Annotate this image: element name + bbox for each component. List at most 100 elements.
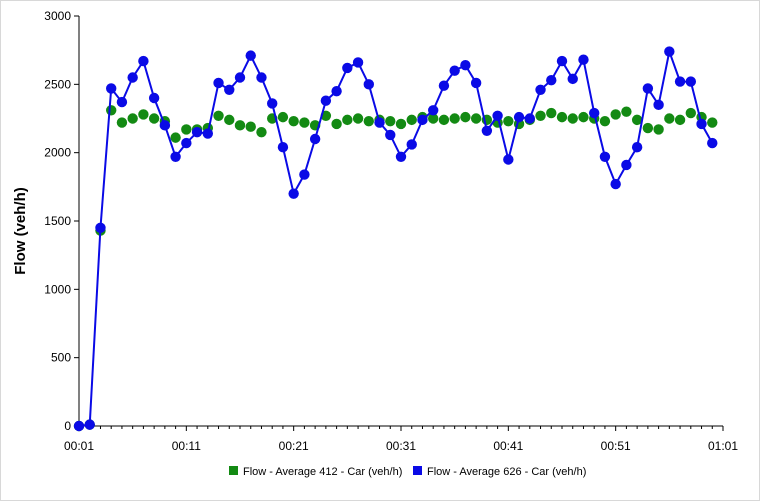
data-point (460, 111, 471, 123)
data-point (664, 113, 675, 124)
data-point (599, 151, 611, 162)
data-point (417, 114, 428, 126)
data-point (256, 72, 267, 83)
x-tick-label: 00:01 (64, 439, 94, 453)
data-point (546, 107, 557, 119)
x-tick-label: 01:01 (708, 439, 738, 453)
data-point (245, 50, 256, 61)
data-point (309, 133, 321, 145)
data-point (610, 178, 621, 190)
legend-swatch (229, 466, 238, 475)
data-point (213, 110, 224, 121)
data-point (106, 83, 117, 94)
data-point (395, 118, 407, 130)
data-point (224, 84, 235, 96)
data-point (395, 151, 407, 162)
data-point (256, 126, 267, 138)
data-point (234, 120, 246, 131)
y-tick-label: 1500 (44, 214, 71, 228)
data-point (170, 151, 181, 162)
data-point (148, 92, 160, 104)
data-point (374, 117, 385, 128)
data-point (481, 125, 493, 136)
y-tick-label: 3000 (44, 9, 71, 23)
data-point (685, 107, 696, 119)
data-point (546, 75, 557, 86)
data-point (674, 76, 686, 87)
data-point (245, 121, 256, 132)
data-point (492, 110, 503, 121)
data-point (653, 124, 664, 135)
data-point (567, 73, 578, 85)
y-tick-label: 2000 (44, 146, 71, 160)
data-point (438, 80, 450, 91)
data-point (331, 118, 342, 130)
x-tick-label: 00:21 (279, 439, 309, 453)
data-point (707, 137, 718, 149)
data-point (116, 117, 128, 128)
data-point (267, 98, 278, 109)
data-point (202, 128, 213, 139)
legend-label: Flow - Average 626 - Car (veh/h) (427, 466, 586, 478)
data-point (460, 59, 471, 71)
data-point (138, 109, 149, 120)
legend-item-626: Flow - Average 626 - Car (veh/h) (413, 466, 586, 478)
data-point (470, 77, 482, 89)
data-point (685, 76, 696, 87)
data-point (331, 85, 342, 97)
data-point (578, 111, 589, 123)
data-point (106, 105, 117, 116)
data-point (148, 113, 160, 124)
data-point (696, 118, 707, 130)
axes: 0 500 1000 1500 2000 2500 3000 00:01 00:11 00:21 0… (12, 9, 738, 453)
y-tick-label: 1000 (44, 282, 71, 296)
y-tick-label: 500 (51, 351, 71, 365)
x-tick-label: 00:31 (386, 439, 416, 453)
data-point (503, 154, 514, 165)
data-point (116, 96, 128, 108)
data-point (138, 55, 149, 67)
data-point (449, 113, 460, 124)
x-tick-label: 00:11 (172, 439, 201, 453)
data-point (385, 116, 396, 127)
data-point (589, 107, 600, 119)
data-point (299, 117, 310, 128)
data-point (95, 222, 106, 234)
data-point (642, 83, 654, 94)
data-point (406, 139, 417, 150)
y-tick-label: 2500 (44, 77, 71, 91)
data-point (567, 113, 578, 124)
data-point (288, 188, 299, 199)
data-point (578, 54, 589, 65)
legend-item-412: Flow - Average 412 - Car (veh/h) (229, 466, 402, 478)
data-point (127, 113, 138, 124)
data-point (535, 110, 546, 121)
data-point (428, 113, 439, 124)
legend-swatch (413, 466, 422, 475)
x-tick-label: 00:41 (493, 439, 523, 453)
data-point (599, 116, 611, 127)
data-point (535, 84, 546, 96)
data-point (277, 111, 289, 123)
data-point (664, 46, 675, 57)
data-point (277, 142, 289, 153)
data-point (631, 114, 643, 126)
data-point (674, 114, 686, 126)
data-point (84, 419, 95, 430)
data-point (406, 114, 417, 126)
data-point (159, 120, 171, 131)
data-point (610, 109, 621, 120)
data-point (556, 55, 568, 67)
data-point (503, 116, 514, 127)
data-point (181, 137, 192, 149)
data-point (524, 113, 535, 124)
data-point (320, 95, 332, 106)
data-point (621, 106, 632, 117)
data-point (653, 99, 664, 111)
data-point (170, 132, 181, 143)
series-1 (73, 105, 718, 432)
data-point (352, 113, 364, 124)
data-point (363, 79, 374, 90)
